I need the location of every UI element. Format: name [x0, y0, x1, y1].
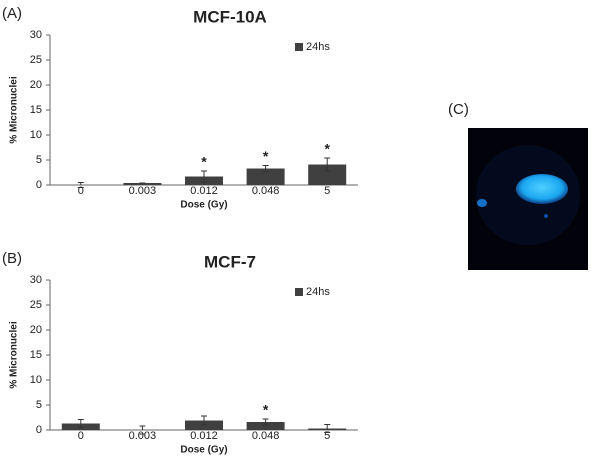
panel-label: (A)	[2, 5, 22, 22]
y-tick-label: 10	[30, 374, 42, 386]
panel-label: (C)	[448, 101, 469, 118]
x-tick-label: 0	[78, 185, 84, 197]
x-tick-label: 0.048	[252, 185, 280, 197]
bar	[246, 422, 285, 430]
x-tick-label: 0.012	[190, 430, 218, 442]
error-bar	[324, 424, 331, 433]
x-tick-label: 5	[324, 185, 330, 197]
x-tick-label: 0.048	[252, 430, 280, 442]
y-tick-label: 5	[36, 399, 42, 411]
x-tick-label: 5	[324, 430, 330, 442]
legend-label: 24hs	[306, 286, 330, 298]
significance-mark: *	[201, 154, 207, 170]
legend-swatch	[295, 43, 303, 51]
significance-mark: *	[324, 141, 330, 157]
y-tick-label: 15	[30, 104, 42, 116]
x-axis-label: Dose (Gy)	[180, 445, 227, 456]
x-tick-label: 0.012	[190, 185, 218, 197]
x-tick-label: 0.003	[129, 430, 157, 442]
y-axis-label: % Micronuclei	[9, 76, 20, 143]
chart-title: MCF-7	[204, 252, 256, 271]
legend-label: 24hs	[306, 41, 330, 53]
error-bar	[324, 157, 331, 172]
error-bar	[201, 415, 207, 426]
x-axis-label: Dose (Gy)	[180, 200, 227, 211]
y-tick-label: 20	[30, 79, 42, 91]
y-tick-label: 25	[30, 54, 42, 66]
bar	[246, 168, 285, 185]
bar	[308, 164, 347, 185]
error-bar	[77, 182, 84, 188]
error-bar	[139, 425, 146, 435]
error-bar	[201, 170, 207, 183]
error-bar	[77, 419, 84, 428]
y-axis-label: % Micronuclei	[9, 321, 20, 388]
error-bar	[262, 418, 269, 426]
significance-mark: *	[263, 148, 269, 164]
y-tick-label: 5	[36, 154, 42, 166]
panel-label: (B)	[2, 250, 22, 267]
x-tick-label: 0	[78, 430, 84, 442]
y-tick-label: 30	[30, 29, 42, 41]
y-tick-label: 15	[30, 349, 42, 361]
y-tick-label: 25	[30, 299, 42, 311]
y-tick-label: 0	[36, 179, 42, 191]
significance-mark: *	[263, 402, 269, 418]
y-tick-label: 10	[30, 129, 42, 141]
chart-title: MCF-10A	[193, 7, 267, 26]
micrograph	[468, 128, 588, 270]
legend-swatch	[295, 288, 303, 296]
y-tick-label: 20	[30, 324, 42, 336]
bar	[123, 183, 162, 185]
y-tick-label: 30	[30, 274, 42, 286]
y-tick-label: 0	[36, 424, 42, 436]
error-bar	[262, 165, 269, 172]
x-tick-label: 0.003	[129, 185, 157, 197]
